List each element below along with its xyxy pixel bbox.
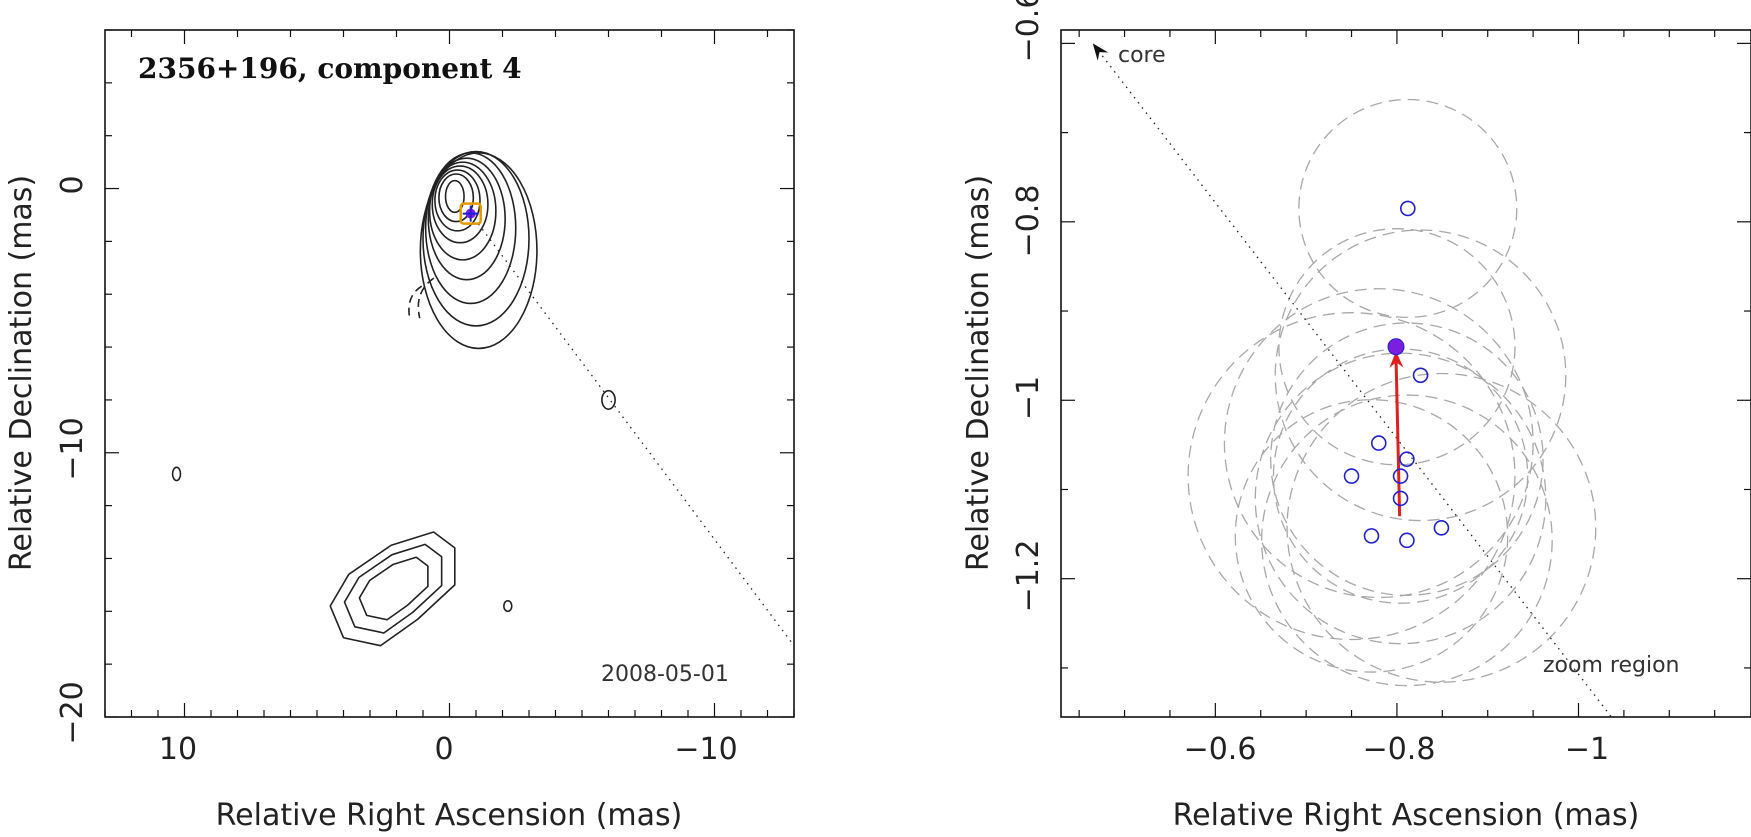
uncertainty-circle: [1187, 312, 1516, 641]
data-point: [1392, 490, 1409, 507]
uncertainty-circle: [1272, 348, 1529, 604]
direction-line: [470, 213, 795, 647]
right-xtick-label: −0.8: [1363, 732, 1436, 767]
left-ytick-label: −10: [55, 417, 90, 480]
contour-level: [329, 531, 456, 647]
left-x-axis-title: Relative Right Ascension (mas): [216, 798, 683, 833]
core-direction-line: [1092, 42, 1613, 717]
fitted-position: [1387, 338, 1405, 356]
contour-level: [431, 165, 489, 244]
uncertainty-circle: [1278, 228, 1516, 466]
contour-level: [434, 169, 481, 232]
right-x-axis-title: Relative Right Ascension (mas): [1173, 798, 1640, 833]
contour-level: [343, 543, 443, 634]
contour-level: [428, 161, 497, 261]
contour-level: [171, 466, 182, 482]
core-label: core: [1118, 43, 1166, 68]
date-label: 2008-05-01: [601, 662, 729, 687]
core-arrowhead: [1092, 43, 1109, 61]
left-xtick-label: 10: [159, 732, 197, 767]
uncertainty-circle: [1286, 372, 1597, 683]
uncertainty-circle: [1260, 394, 1553, 687]
data-point: [1433, 520, 1450, 536]
negative-contour: [408, 285, 423, 319]
right-ytick-label: −1.2: [1011, 540, 1046, 613]
uncertainty-circle: [1223, 288, 1534, 599]
motion-arrow-line: [1394, 357, 1402, 517]
right-plot-content: [1092, 42, 1613, 717]
data-point: [1392, 468, 1409, 484]
data-point: [1400, 200, 1416, 217]
data-point: [1343, 468, 1360, 484]
data-point: [1399, 451, 1415, 467]
contour-level: [419, 152, 538, 350]
right-xtick-label: −0.6: [1184, 732, 1257, 767]
left-xtick-label: −10: [674, 732, 737, 767]
contour-level: [422, 150, 530, 327]
right-plot-frame: [1060, 29, 1751, 718]
negative-contour: [417, 277, 435, 319]
right-ticks: [1061, 30, 1751, 717]
contour-level: [427, 157, 506, 281]
left-plot-content: [171, 150, 795, 647]
left-panel: 2356+196, component 4 2008-05-01 10 0 −1…: [4, 29, 795, 833]
zoom-region-label: zoom region: [1543, 653, 1679, 678]
data-point: [1399, 532, 1415, 549]
right-ytick-label: −0.8: [1011, 185, 1046, 258]
contour-level: [503, 599, 513, 613]
right-xtick-label: −1: [1565, 732, 1609, 767]
uncertainty-circle: [1234, 399, 1509, 673]
left-y-axis-title: Relative Declination (mas): [4, 175, 39, 571]
uncertainty-circle: [1274, 229, 1567, 522]
data-point: [1412, 367, 1429, 384]
contour-level: [438, 173, 475, 223]
uncertainty-circle: [1270, 322, 1544, 596]
component-marker-box: [459, 202, 482, 225]
left-ytick-label: −20: [55, 681, 90, 744]
uncertainty-circle: [1298, 98, 1518, 319]
data-point: [1363, 528, 1380, 544]
contour-level: [601, 389, 616, 410]
left-plot-title: 2356+196, component 4: [138, 52, 522, 85]
left-plot-frame: [104, 29, 795, 718]
data-point: [1370, 435, 1387, 451]
motion-arrowhead: [1389, 351, 1404, 368]
right-y-axis-title: Relative Declination (mas): [961, 175, 996, 571]
left-ticks: [104, 29, 795, 718]
right-panel: core zoom region −0.6 −0.8 −1 −0.6 −0.8 …: [961, 0, 1751, 833]
contour-level: [444, 179, 465, 214]
left-xtick-label: 0: [434, 732, 453, 767]
left-ytick-label: 0: [55, 175, 90, 194]
right-ytick-label: −1: [1011, 376, 1046, 420]
contour-level: [358, 556, 429, 621]
right-ytick-label: −0.6: [1011, 0, 1046, 62]
contour-level: [424, 152, 517, 305]
